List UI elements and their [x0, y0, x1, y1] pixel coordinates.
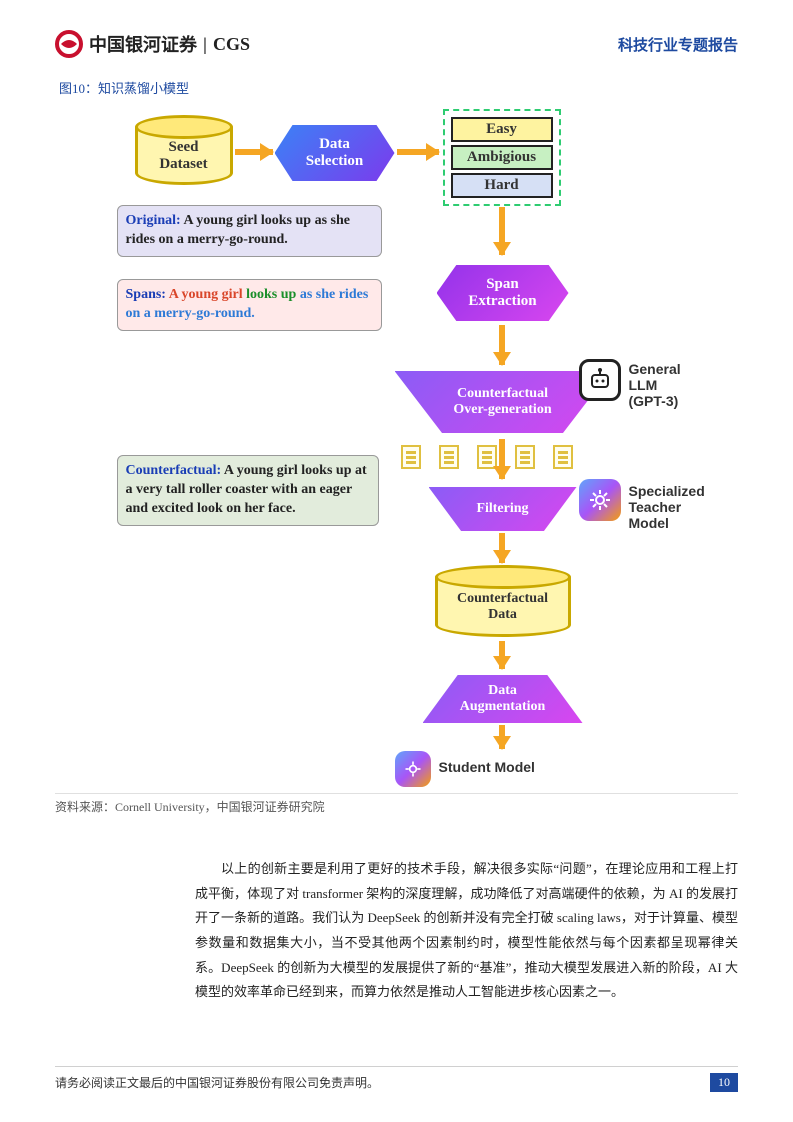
flowchart-diagram: Seed Dataset Data Selection Easy Ambigio… — [117, 107, 677, 787]
page-footer: 请务必阅读正文最后的中国银河证券股份有限公司免责声明。 10 — [55, 1066, 738, 1092]
report-type: 科技行业专题报告 — [618, 34, 738, 55]
node-seed-dataset: Seed Dataset — [135, 127, 233, 185]
node-cf-data: Counterfactual Data — [435, 577, 571, 637]
stack-ambigious: Ambigious — [451, 145, 553, 170]
spans-prefix: Spans: — [126, 287, 166, 302]
body-paragraph: 以上的创新主要是利用了更好的技术手段，解决很多实际“问题”，在理论应用和工程上打… — [195, 857, 738, 1005]
page-number: 10 — [710, 1073, 738, 1092]
node-span-extraction: Span Extraction — [437, 265, 569, 321]
general-llm-icon — [579, 359, 621, 401]
teacher-model-label: Specialized Teacher Model — [629, 483, 705, 531]
body-paragraph-block: 以上的创新主要是利用了更好的技术手段，解决很多实际“问题”，在理论应用和工程上打… — [55, 857, 738, 1005]
stack-hard: Hard — [451, 173, 553, 198]
textbox-original: Original: A young girl looks up as she r… — [117, 205, 382, 257]
cf-overgen-label: Counterfactual Over-generation — [453, 386, 551, 418]
arrow-span-to-cfgen — [499, 325, 505, 365]
doc-icon — [515, 445, 535, 469]
student-model-icon — [395, 751, 431, 787]
doc-icon — [553, 445, 573, 469]
teacher-model-icon — [579, 479, 621, 521]
original-prefix: Original: — [126, 213, 181, 228]
arrow-cfdata-to-aug — [499, 641, 505, 669]
logo-cn-text: 中国银河证券 — [89, 31, 197, 57]
filtering-label: Filtering — [476, 501, 528, 517]
footer-disclaimer: 请务必阅读正文最后的中国银河证券股份有限公司免责声明。 — [55, 1074, 379, 1091]
stack-easy: Easy — [451, 117, 553, 142]
arrow-aug-to-student — [499, 725, 505, 749]
doc-icon — [401, 445, 421, 469]
data-aug-label: Data Augmentation — [460, 683, 546, 715]
arrow-selection-to-stack — [397, 149, 439, 155]
textbox-spans: Spans: A young girl looks up as she ride… — [117, 279, 382, 331]
arrow-seed-to-selection — [235, 149, 273, 155]
seed-dataset-label: Seed Dataset — [159, 139, 207, 173]
page-header: 中国银河证券 | CGS 科技行业专题报告 — [55, 30, 738, 58]
node-data-aug: Data Augmentation — [423, 675, 583, 723]
arrow-filter-to-cfdata — [499, 533, 505, 563]
cgs-swirl-icon — [55, 30, 83, 58]
textbox-counterfactual: Counterfactual: A young girl looks up at… — [117, 455, 379, 526]
arrow-docs-to-filter — [499, 439, 505, 479]
cf-prefix: Counterfactual: — [126, 463, 222, 478]
docs-row — [401, 445, 573, 469]
figure-source: 资料来源：Cornell University，中国银河证券研究院 — [55, 793, 738, 815]
node-filtering: Filtering — [429, 487, 577, 531]
logo-block: 中国银河证券 | CGS — [55, 30, 250, 58]
figure-label: 图10：知识蒸馏小模型 — [59, 78, 738, 97]
arrow-stack-to-span — [499, 207, 505, 255]
logo-en-text: CGS — [213, 34, 250, 55]
cf-data-label: Counterfactual Data — [457, 591, 548, 623]
difficulty-stack: Easy Ambigious Hard — [443, 109, 561, 206]
student-model-label: Student Model — [439, 759, 535, 775]
doc-icon — [439, 445, 459, 469]
general-llm-label: General LLM (GPT-3) — [629, 361, 681, 409]
node-data-selection: Data Selection — [275, 125, 395, 181]
data-selection-label: Data Selection — [306, 136, 364, 170]
span-extraction-label: Span Extraction — [468, 276, 536, 310]
logo-divider: | — [203, 34, 207, 55]
